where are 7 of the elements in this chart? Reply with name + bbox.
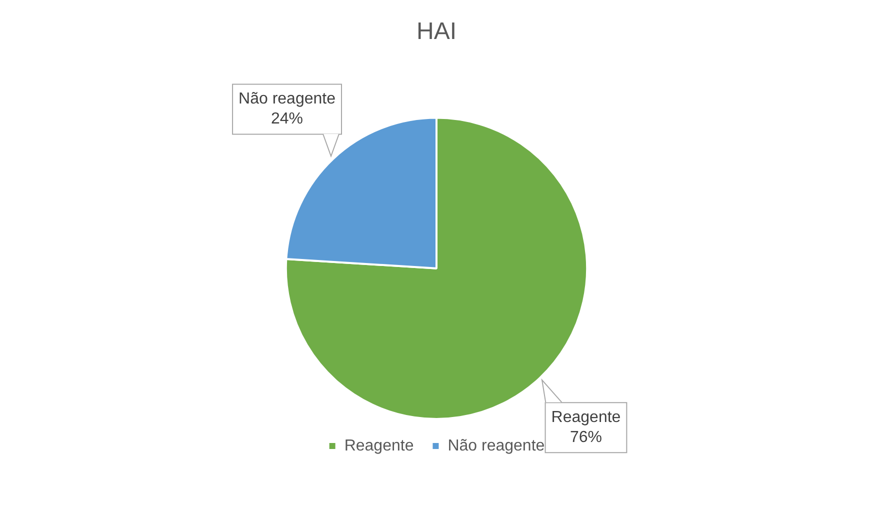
data-label: 24% [271,110,304,128]
data-label: 76% [570,428,602,446]
legend-label: Reagente [344,437,414,454]
slice-label: Reagente [551,408,621,426]
chart-title: HAI [416,18,457,46]
slice-label: Não reagente [238,90,336,108]
legend-label: Não reagente [448,437,545,454]
